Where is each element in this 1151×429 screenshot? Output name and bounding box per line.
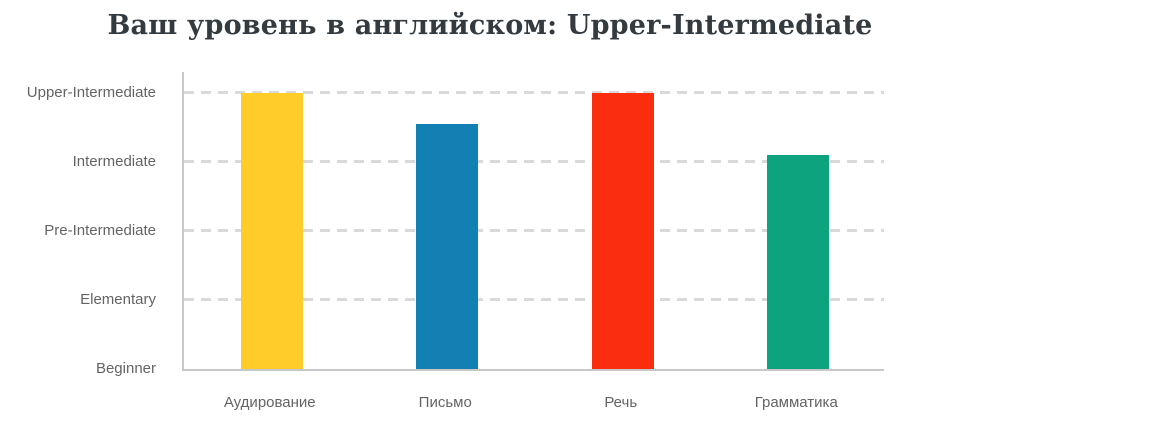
gridline bbox=[184, 91, 884, 94]
x-tick-label: Письмо bbox=[418, 394, 472, 411]
y-tick-label: Elementary bbox=[80, 291, 156, 308]
x-axis: Аудирование Письмо Речь Грамматика bbox=[182, 392, 884, 414]
chart-bar[interactable] bbox=[591, 93, 654, 369]
chart-title: Ваш уровень в английском: Upper-Intermed… bbox=[107, 10, 873, 41]
gridline bbox=[184, 160, 884, 163]
x-tick-label: Аудирование bbox=[223, 394, 316, 411]
level-bar-chart: Ваш уровень в английском: Upper-Intermed… bbox=[0, 10, 884, 414]
y-tick-label: Beginner bbox=[95, 360, 156, 377]
y-tick-label: Pre-Intermediate bbox=[44, 222, 156, 239]
y-axis: Beginner Elementary Pre-Intermediate Interm… bbox=[0, 72, 156, 377]
gridline bbox=[184, 298, 884, 301]
x-tick-label: Речь bbox=[604, 394, 638, 411]
plot-area bbox=[182, 72, 884, 371]
y-tick-label: Intermediate bbox=[72, 153, 156, 170]
chart-bar[interactable] bbox=[416, 124, 479, 369]
x-tick-label: Грамматика bbox=[754, 394, 838, 411]
y-tick-label: Upper-Intermediate bbox=[26, 84, 156, 101]
gridline bbox=[184, 229, 884, 232]
chart-bar[interactable] bbox=[240, 93, 303, 369]
chart-bar[interactable] bbox=[767, 155, 830, 369]
